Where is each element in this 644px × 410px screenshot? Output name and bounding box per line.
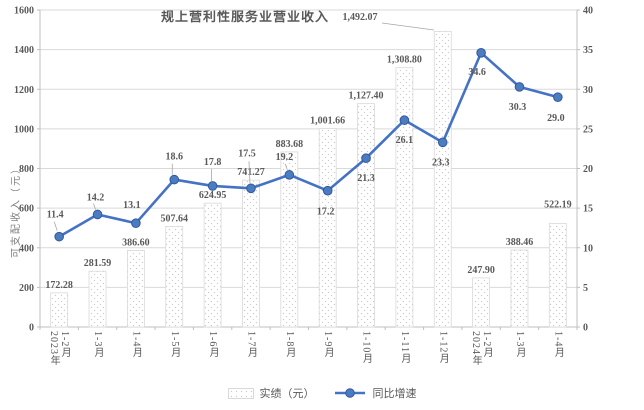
bar-value-label: 741.27 (237, 167, 265, 178)
line-value-label: 17.8 (204, 157, 222, 168)
line-marker (284, 170, 295, 180)
bar (548, 223, 567, 328)
line-value-label: 11.4 (47, 210, 64, 221)
bar (165, 226, 184, 328)
line-value-label: 30.3 (509, 102, 527, 113)
bar-value-label: 522.19 (544, 200, 572, 211)
chart-title: 规上营利性服务业营业收入 (160, 9, 329, 24)
line-value-label: 26.1 (396, 135, 414, 146)
bar-value-label: 1,127.40 (349, 91, 384, 102)
bar (126, 250, 145, 328)
bar (88, 270, 107, 328)
legend-item-bar: 实绩（元） (227, 385, 315, 401)
line-value-label: 34.6 (468, 67, 486, 78)
left-axis-tick-label: 400 (19, 243, 34, 254)
line-value-label: 19.2 (276, 152, 294, 163)
bar-value-label: 386.60 (122, 237, 150, 248)
right-axis-tick-label: 30 (583, 85, 593, 96)
bar-value-label: 883.68 (276, 139, 304, 150)
left-axis-tick-label: 200 (19, 283, 34, 294)
right-axis-tick-label: 35 (583, 45, 593, 56)
line-marker (169, 174, 180, 185)
line-value-label: 13.1 (123, 200, 141, 211)
label-leader-line (248, 161, 251, 184)
label-leader-line (53, 221, 58, 231)
line-marker (437, 137, 448, 148)
right-axis-tick-label: 20 (583, 164, 593, 175)
line-marker (322, 185, 333, 196)
bar (242, 179, 260, 328)
bar-value-label: 624.95 (199, 190, 227, 201)
left-axis-tick-label: 0 (29, 323, 34, 334)
bar-value-label: 247.90 (467, 265, 495, 276)
bar (510, 249, 529, 328)
left-axis-tick-label: 800 (19, 164, 34, 175)
right-axis-tick-label: 15 (583, 204, 593, 215)
bar (433, 30, 452, 328)
line-marker (476, 47, 486, 58)
bar (472, 277, 491, 328)
line-marker (361, 153, 371, 163)
line-marker (246, 183, 256, 194)
left-axis-tick-label: 1000 (14, 124, 34, 135)
line-marker (131, 218, 141, 228)
bar (203, 202, 222, 328)
right-axis-tick-label: 25 (583, 124, 593, 135)
bar-value-label: 388.46 (506, 237, 534, 248)
label-leader-line (93, 203, 96, 210)
legend: 实绩（元） 同比增速 (0, 385, 644, 401)
line-value-label: 23.3 (432, 157, 450, 168)
left-axis-tick-label: 600 (19, 204, 34, 215)
label-leader-line (381, 22, 435, 31)
bar (50, 292, 69, 328)
line-value-label: 29.0 (547, 113, 565, 124)
line-value-label: 17.5 (238, 148, 256, 159)
legend-item-line: 同比增速 (333, 385, 417, 401)
legend-line-label: 同比增速 (372, 388, 417, 400)
bar-value-label: 1,001.66 (310, 116, 345, 127)
bar-value-label: 1,492.07 (343, 12, 378, 23)
bar-value-label: 1,308.80 (387, 55, 422, 66)
line-marker (207, 181, 218, 191)
line-value-label: 14.2 (87, 192, 105, 203)
label-leader-line (284, 163, 288, 170)
left-axis-tick-label: 1600 (14, 6, 34, 17)
bar-value-label: 507.64 (161, 213, 189, 224)
line-marker (514, 82, 525, 92)
line-value-label: 21.3 (357, 173, 375, 184)
right-axis-tick-label: 5 (583, 283, 588, 294)
line-marker (54, 231, 64, 242)
bar (318, 128, 337, 328)
line-value-label: 18.6 (166, 152, 184, 163)
legend-line-marker (344, 388, 355, 398)
bar (395, 67, 414, 328)
left-axis-tick-label: 1200 (14, 85, 34, 96)
bar (280, 151, 299, 328)
right-axis-tick-label: 0 (583, 323, 588, 334)
line-value-label: 17.2 (317, 207, 335, 218)
line-marker (92, 209, 103, 220)
right-axis-tick-label: 40 (583, 6, 593, 17)
growth-line (58, 51, 559, 238)
left-axis-tick-label: 1400 (14, 45, 34, 56)
line-series-swatch (334, 388, 365, 398)
line-marker (553, 92, 563, 102)
right-axis-tick-label: 10 (583, 243, 593, 254)
bar-value-label: 281.59 (84, 258, 112, 269)
bar-series-swatch (227, 387, 254, 399)
legend-bar-label: 实绩（元） (259, 388, 315, 400)
bar-value-label: 172.28 (45, 280, 73, 291)
line-marker (399, 115, 410, 125)
bar (357, 103, 375, 328)
